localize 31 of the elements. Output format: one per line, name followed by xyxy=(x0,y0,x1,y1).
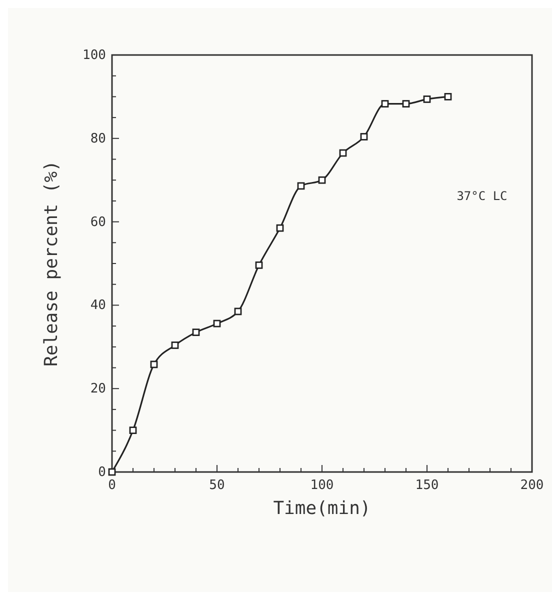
x-tick-label: 50 xyxy=(209,478,225,493)
point xyxy=(318,176,326,184)
point xyxy=(444,93,452,100)
point xyxy=(276,224,284,232)
x-tick-label: 0 xyxy=(108,478,116,493)
x-tick-label: 200 xyxy=(520,478,544,493)
point xyxy=(360,133,368,140)
y-tick-label: 60 xyxy=(90,214,106,230)
y-axis-title: Release percent (%) xyxy=(41,160,62,366)
point xyxy=(129,426,137,434)
point xyxy=(339,149,347,157)
point xyxy=(171,342,179,349)
point xyxy=(150,360,158,368)
point xyxy=(381,100,389,108)
annotation: 37°C LC xyxy=(456,189,508,203)
point xyxy=(423,96,431,103)
y-tick-label: 100 xyxy=(82,48,106,63)
y-tick-label: 40 xyxy=(90,298,106,314)
y-tick-label: 20 xyxy=(90,382,106,397)
y-tick-label: 80 xyxy=(90,131,106,146)
point xyxy=(234,308,242,316)
x-tick-label: 150 xyxy=(415,478,439,493)
x-axis-title: Time(min) xyxy=(273,498,371,519)
x-tick-label: 100 xyxy=(310,478,334,493)
point xyxy=(402,100,410,108)
point xyxy=(192,328,200,336)
point xyxy=(255,261,263,269)
y-tick-label: 0 xyxy=(98,465,106,480)
point xyxy=(213,320,221,328)
point xyxy=(297,182,305,190)
point xyxy=(108,468,116,476)
